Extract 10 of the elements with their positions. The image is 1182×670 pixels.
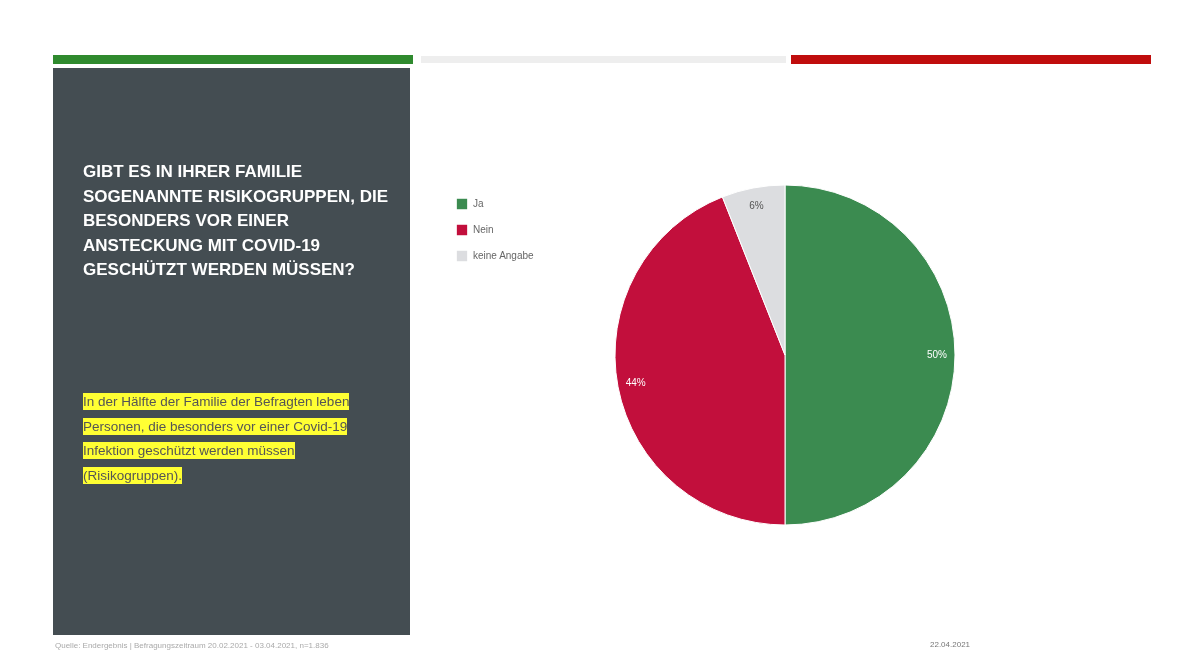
data-label: 50%	[926, 349, 948, 360]
legend-label: Nein	[473, 224, 494, 235]
legend-label: Ja	[473, 198, 484, 209]
legend-label: keine Angabe	[473, 250, 535, 261]
data-label: 6%	[749, 199, 764, 211]
text: In der Hälfte der Familie der Befragten leben Personen, die besonders vor einer Covid-19 Infektion geschützt werden müssen (Risikogruppen).	[83, 393, 350, 484]
text: 22.04.2021	[930, 640, 971, 649]
source-note: Quelle: Endergebnis | Befragungszeitraum 20.02.2021 - 03.04.2021, n=1.836	[55, 641, 329, 650]
data-label: 44%	[625, 377, 646, 389]
text: GIBT ES IN IHRER FAMILIE SOGENANNTE RISIKOGRUPPEN, DIE BESONDERS VOR EINER ANSTECKUNG MIT COVID-19 GESCHÜTZT WERDEN MÜSSEN?	[83, 161, 390, 281]
